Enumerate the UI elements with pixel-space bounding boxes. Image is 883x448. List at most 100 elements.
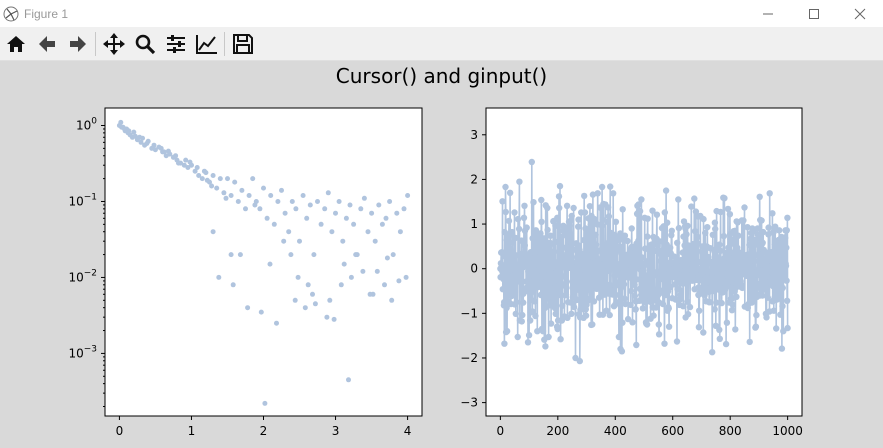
series-marker: [532, 312, 539, 320]
series-marker: [759, 239, 766, 246]
series-marker: [648, 282, 655, 290]
series-marker: [635, 201, 642, 208]
series-marker: [503, 304, 510, 312]
series-marker: [633, 341, 640, 349]
series-marker: [621, 295, 628, 302]
series-marker: [733, 293, 740, 300]
scatter-point: [315, 199, 320, 204]
maximize-button[interactable]: [791, 0, 837, 27]
scatter-point: [214, 185, 220, 191]
series-marker: [585, 268, 592, 275]
scatter-point: [387, 199, 393, 204]
scatter-point: [288, 252, 294, 258]
scatter-point: [333, 210, 338, 216]
series-marker: [556, 182, 564, 190]
x-tick-label: 800: [719, 424, 742, 438]
series-marker: [708, 258, 715, 266]
scatter-point: [358, 206, 364, 212]
series-marker: [677, 291, 684, 299]
series-marker: [594, 190, 601, 197]
scatter-point: [225, 176, 230, 182]
series-marker: [580, 236, 588, 244]
series-marker: [700, 215, 707, 223]
series-marker: [551, 299, 558, 307]
minimize-button[interactable]: [745, 0, 791, 27]
scatter-point: [176, 160, 181, 166]
scatter-point: [217, 176, 223, 182]
series-marker: [694, 233, 701, 241]
series-marker: [709, 349, 716, 356]
series-marker: [681, 276, 688, 284]
scatter-point: [372, 238, 378, 244]
series-marker: [529, 280, 537, 287]
series-marker: [712, 277, 720, 284]
scatter-point: [324, 314, 330, 320]
scatter-point: [258, 309, 264, 315]
configure-subplots-button[interactable]: [160, 28, 191, 59]
edit-axes-button[interactable]: [191, 28, 222, 59]
series-marker: [720, 232, 728, 240]
series-marker: [692, 208, 700, 215]
series-marker: [581, 192, 588, 200]
series-marker: [592, 231, 599, 238]
scatter-points: [116, 119, 411, 406]
zoom-button[interactable]: [129, 28, 160, 59]
scatter-point: [300, 193, 306, 198]
series-marker: [639, 305, 646, 312]
back-button[interactable]: [31, 28, 62, 59]
y-tick-label: −2: [460, 351, 478, 365]
series-marker: [525, 332, 533, 339]
series-marker: [739, 284, 746, 292]
series-marker: [607, 183, 614, 190]
scatter-point: [152, 147, 158, 153]
forward-button[interactable]: [62, 28, 93, 59]
scatter-point: [181, 162, 187, 168]
scatter-point: [293, 206, 299, 212]
series-marker: [693, 248, 701, 255]
series-marker: [700, 280, 708, 287]
series-marker: [652, 304, 660, 311]
series-marker: [512, 310, 519, 317]
save-button[interactable]: [227, 28, 258, 59]
scatter-point: [239, 187, 245, 193]
series-marker: [704, 224, 711, 231]
maximize-icon: [809, 8, 819, 19]
close-icon: [854, 8, 866, 19]
y-tick-label: 1: [470, 217, 478, 231]
series-marker: [583, 228, 591, 235]
series-marker: [627, 287, 635, 295]
scatter-point: [161, 149, 167, 155]
series-marker: [619, 319, 626, 326]
series-marker: [566, 229, 574, 237]
series-marker: [566, 264, 573, 271]
series-marker: [764, 294, 771, 301]
series-marker: [530, 199, 537, 206]
series-marker: [611, 272, 618, 279]
series-marker: [590, 260, 597, 267]
series-marker: [509, 239, 516, 246]
series-marker: [502, 183, 509, 191]
series-marker: [655, 321, 662, 328]
series-marker: [709, 231, 716, 238]
home-button[interactable]: [0, 28, 31, 59]
series-marker: [630, 250, 638, 257]
series-marker: [700, 329, 707, 336]
scatter-point: [250, 176, 256, 182]
scatter-point: [361, 195, 367, 201]
scatter-axes[interactable]: 0 1 2 3 4 100 10−1 10−2 10−3: [68, 107, 423, 438]
series-marker: [711, 306, 718, 313]
series-marker: [631, 292, 639, 300]
pan-button[interactable]: [98, 28, 129, 59]
series-marker: [527, 317, 534, 324]
axis-ticks: 0 1 2 3 4 100 10−1 10−2 10−3: [68, 117, 411, 438]
series-marker: [695, 324, 703, 331]
scatter-point: [376, 202, 382, 208]
series-marker: [644, 233, 651, 240]
series-marker: [763, 314, 770, 321]
line-axes[interactable]: 0 200 400 600 800 1000 −3 −2 −1 0 1 2 3: [460, 107, 803, 438]
series-marker: [605, 213, 613, 220]
close-button[interactable]: [837, 0, 883, 27]
series-marker: [592, 241, 600, 248]
series-marker: [752, 323, 760, 330]
